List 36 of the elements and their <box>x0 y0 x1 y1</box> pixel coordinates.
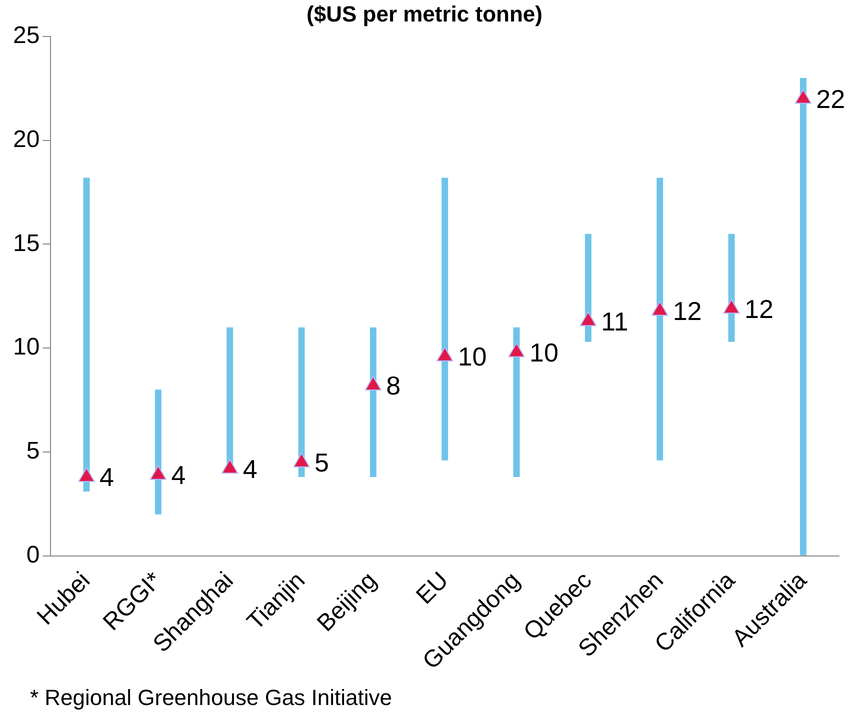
data-label: 11 <box>601 306 628 336</box>
data-label: 22 <box>816 84 846 114</box>
chart-title: ($US per metric tonne) <box>306 1 542 26</box>
data-label: 12 <box>672 296 702 326</box>
point <box>794 89 812 104</box>
y-tick-label: 0 <box>26 542 40 569</box>
point <box>652 301 668 316</box>
point <box>436 346 454 362</box>
point <box>508 342 525 358</box>
point <box>293 452 310 468</box>
y-tick-label: 15 <box>12 230 40 257</box>
bar <box>442 178 448 460</box>
bar <box>83 178 90 492</box>
point <box>78 467 95 482</box>
data-label: 10 <box>458 342 487 372</box>
point <box>150 465 166 480</box>
y-tick-label: 5 <box>26 438 40 465</box>
point <box>222 459 238 474</box>
bar <box>800 78 806 556</box>
point <box>723 299 740 314</box>
point <box>364 376 382 391</box>
data-label: 4 <box>171 460 186 490</box>
bar <box>656 178 664 460</box>
data-label: 4 <box>100 462 114 492</box>
y-tick-label: 20 <box>12 126 40 153</box>
data-label: 12 <box>744 294 774 324</box>
point <box>580 312 596 326</box>
data-label: 8 <box>386 370 401 401</box>
data-label: 4 <box>242 454 258 484</box>
data-label: 10 <box>530 337 558 368</box>
text: * Regional Greenhouse Gas Initiative <box>30 685 392 710</box>
y-tick-label: 25 <box>12 22 40 50</box>
bar <box>154 390 162 514</box>
bar <box>370 327 376 477</box>
y-tick-label: 10 <box>12 334 40 361</box>
data-label: 5 <box>314 448 329 478</box>
